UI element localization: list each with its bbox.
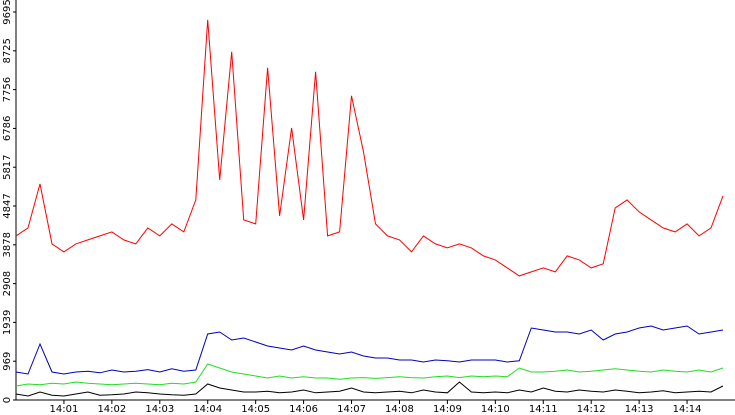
y-tick-label: 7756 <box>2 77 13 102</box>
y-tick-label: 3878 <box>2 232 13 257</box>
x-tick-label: 14:06 <box>289 404 318 415</box>
x-tick-label: 14:13 <box>625 404 654 415</box>
x-tick-label: 14:01 <box>50 404 79 415</box>
y-tick-label: 6786 <box>2 116 13 141</box>
x-tick-label: 14:05 <box>241 404 270 415</box>
y-tick-label: 0 <box>2 397 13 403</box>
x-tick-label: 14:11 <box>529 404 558 415</box>
y-tick-label: 4847 <box>2 193 13 218</box>
y-tick-label: 969 <box>2 352 13 371</box>
x-tick-label: 14:09 <box>433 404 462 415</box>
y-tick-label: 9695 <box>2 0 13 25</box>
y-tick-label: 8725 <box>2 38 13 63</box>
series-line <box>15 19 724 277</box>
x-tick-label: 14:02 <box>97 404 126 415</box>
x-tick-label: 14:04 <box>193 404 222 415</box>
series-line <box>15 363 724 387</box>
x-tick-label: 14:14 <box>673 404 702 415</box>
x-tick-label: 14:08 <box>385 404 414 415</box>
y-tick-label: 1939 <box>2 310 13 335</box>
x-tick-label: 14:03 <box>145 404 174 415</box>
x-tick-label: 14:07 <box>337 404 366 415</box>
y-tick-label: 2908 <box>2 271 13 296</box>
series-line <box>15 325 724 375</box>
series-line <box>15 381 724 397</box>
y-tick-label: 5817 <box>2 154 13 179</box>
x-tick-label: 14:10 <box>481 404 510 415</box>
x-tick-label: 14:12 <box>577 404 606 415</box>
